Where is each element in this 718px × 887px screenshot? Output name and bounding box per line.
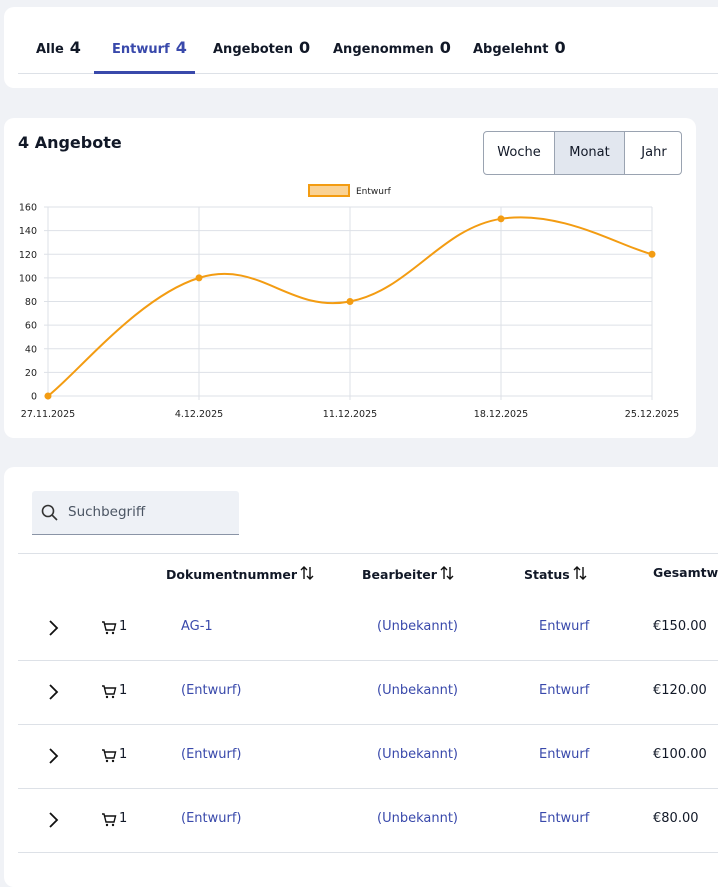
x-tick-label: 18.12.2025 [474,409,528,420]
item-count: 1 [119,747,128,762]
x-tick-label: 25.12.2025 [625,409,679,420]
y-tick-label: 120 [19,250,37,261]
expand-chevron[interactable] [47,811,59,833]
search-box[interactable]: Suchbegriff [32,491,239,535]
page: Alle 4 Entwurf 4 Angeboten 0 Angenommen 0 Abgele… [4,7,718,887]
row-divider [18,660,718,661]
sort-icon[interactable] [440,566,454,584]
column-header[interactable]: Status [524,565,587,584]
column-header-label: Dokumentnummer [166,567,298,582]
item-count: 1 [119,619,128,634]
column-header-label: Bearbeiter [362,567,437,582]
item-count: 1 [119,811,128,826]
cell-total: €100.00 [653,747,707,762]
x-tick-label: 4.12.2025 [175,409,223,420]
cell-editor: (Unbekannt) [377,747,458,762]
period-button[interactable]: Jahr [641,145,667,160]
tab-count: 4 [175,38,187,57]
active-tab-indicator [94,71,195,74]
chart-title: 4 Angebote [18,133,122,152]
tab-count: 0 [439,38,451,57]
item-count: 1 [119,683,128,698]
chart: 0 20 40 60 80 100 120 140 160 27.11.2025 4.12.2025… [19,184,679,420]
tab[interactable]: Alle 4 [36,38,81,57]
cell-status: Entwurf [539,683,590,698]
y-tick-label: 40 [25,344,37,355]
cell-status: Entwurf [539,619,590,634]
cell-total: €150.00 [653,619,707,634]
cell-document[interactable]: (Entwurf) [181,683,242,698]
row-divider [18,724,718,725]
data-point [497,215,505,223]
y-tick-label: 0 [31,392,37,403]
cell-status: Entwurf [539,747,590,762]
search-icon [41,504,58,521]
tabs-card [4,7,718,88]
tab-count: 4 [69,38,81,57]
y-tick-label: 140 [19,226,37,237]
cart-icon [101,747,117,767]
column-header[interactable]: Dokumentnummer [166,565,314,584]
cell-total: €80.00 [653,811,699,826]
search-placeholder: Suchbegriff [68,504,146,520]
legend-swatch [308,184,350,197]
column-header-label: Status [524,567,570,582]
tab[interactable]: Abgelehnt 0 [473,38,566,57]
cell-editor: (Unbekannt) [377,619,458,634]
expand-chevron[interactable] [47,747,59,769]
row-divider [18,852,718,853]
cell-editor: (Unbekannt) [377,683,458,698]
column-header[interactable]: Bearbeiter [362,565,454,584]
data-point [648,250,656,258]
column-header-label: Gesamtwert [653,565,718,580]
cart-icon [101,619,117,639]
data-point [346,298,354,305]
tab-count: 0 [554,38,566,57]
cell-total: €120.00 [653,683,707,698]
row-divider [18,553,718,554]
table-card: Suchbegriff [4,467,718,887]
period-button[interactable]: Woche [484,132,555,174]
cell-document[interactable]: (Entwurf) [181,811,242,826]
tab-label: Angenommen [333,42,434,57]
sort-icon[interactable] [300,566,314,584]
tab[interactable]: Angeboten 0 [213,38,310,57]
x-tick-label: 11.12.2025 [323,409,377,420]
cell-document[interactable]: AG-1 [181,619,213,634]
y-tick-label: 20 [25,368,37,379]
y-tick-label: 100 [19,273,37,284]
column-header: Gesamtwert [653,565,718,580]
expand-chevron[interactable] [47,619,59,641]
tab-label: Angeboten [213,42,293,57]
tab-label: Abgelehnt [473,42,549,57]
cell-editor: (Unbekannt) [377,811,458,826]
cell-status: Entwurf [539,811,590,826]
tab-count: 0 [298,38,311,57]
row-divider [18,788,718,789]
y-tick-label: 160 [19,203,37,214]
legend-label: Entwurf [356,187,392,197]
tab[interactable]: Angenommen 0 [333,38,451,57]
cart-icon [101,811,117,831]
tab-label: Entwurf [112,42,170,57]
expand-chevron[interactable] [47,683,59,705]
x-tick-label: 27.11.2025 [21,409,75,420]
tab-label: Alle [36,42,64,57]
cell-document[interactable]: (Entwurf) [181,747,242,762]
data-point [195,274,203,282]
tab-divider [18,73,718,74]
cart-icon [101,683,117,703]
data-point [44,392,52,400]
y-tick-label: 80 [25,297,37,308]
sort-icon[interactable] [573,566,587,584]
y-tick-label: 60 [25,321,37,332]
period-button[interactable]: Monat [555,132,625,174]
tab[interactable]: Entwurf 4 [112,38,187,57]
period-switch: Woche Monat Jahr [483,131,682,175]
